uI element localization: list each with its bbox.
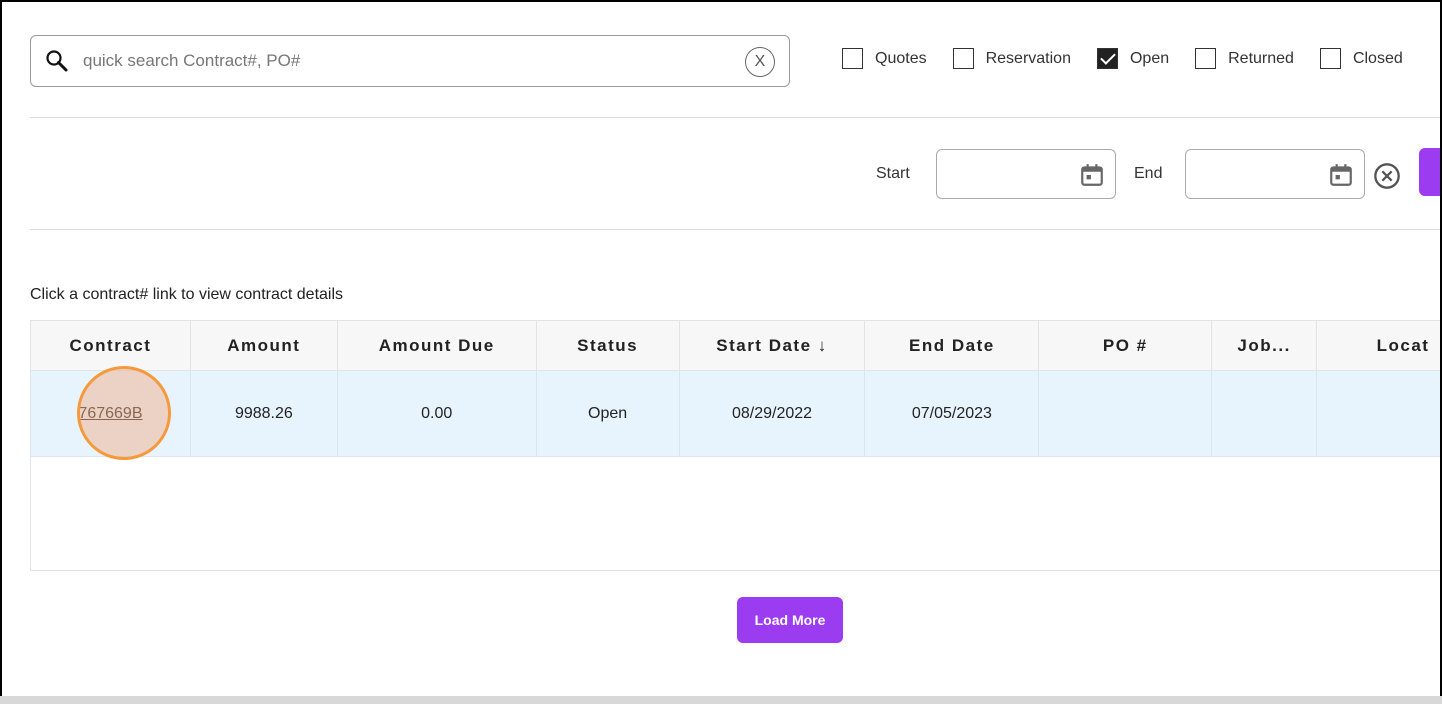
cell-status: Open: [535, 370, 680, 457]
checkbox[interactable]: [1319, 48, 1341, 69]
divider: [30, 229, 1440, 230]
table-empty-area: [30, 457, 1440, 571]
clear-dates-icon[interactable]: [1373, 162, 1401, 195]
col-job[interactable]: Job...: [1211, 320, 1318, 371]
checkbox-checked[interactable]: [1096, 48, 1118, 69]
load-more-button[interactable]: Load More: [737, 597, 843, 643]
contracts-table: Contract Amount Amount Due Status Start …: [30, 320, 1440, 457]
col-amount[interactable]: Amount: [189, 320, 338, 371]
end-date-input[interactable]: [1185, 149, 1365, 199]
checkbox[interactable]: [842, 48, 863, 69]
print-button[interactable]: [1419, 148, 1440, 196]
cell-end-date: 07/05/2023: [864, 370, 1040, 457]
search-input[interactable]: [83, 48, 723, 74]
start-label: Start: [876, 165, 910, 182]
quick-search: X: [30, 35, 790, 87]
clear-search-button[interactable]: X: [745, 47, 775, 77]
checkbox[interactable]: [952, 48, 974, 69]
col-contract[interactable]: Contract: [30, 320, 191, 371]
table-row: 767669B 9988.26 0.00 Open 08/29/2022 07/…: [30, 370, 1440, 457]
click-highlight: [77, 366, 171, 460]
checkbox[interactable]: [1195, 48, 1217, 69]
filter-quotes[interactable]: Quotes: [842, 48, 927, 69]
cell-amount-due: 0.00: [336, 370, 537, 457]
col-end-date[interactable]: End Date: [864, 320, 1040, 371]
end-label: End: [1134, 165, 1163, 182]
cell-po: [1038, 370, 1213, 457]
status-filters: Quotes Reservation Open Returned Closed: [842, 48, 1429, 69]
cell-amount: 9988.26: [189, 370, 338, 457]
col-po[interactable]: PO #: [1038, 320, 1213, 371]
filter-closed[interactable]: Closed: [1319, 48, 1403, 69]
col-location[interactable]: Locat: [1316, 320, 1440, 371]
cell-location: [1316, 370, 1440, 457]
start-date-input[interactable]: [936, 149, 1116, 199]
filter-label: Reservation: [985, 49, 1071, 67]
filter-label: Closed: [1352, 49, 1403, 67]
filter-open[interactable]: Open: [1096, 48, 1170, 69]
divider: [30, 117, 1440, 118]
filter-returned[interactable]: Returned: [1195, 48, 1294, 69]
calendar-icon[interactable]: [1079, 162, 1105, 193]
scrollbar-track[interactable]: [0, 696, 1442, 704]
search-icon: [45, 49, 69, 78]
filter-label: Quotes: [875, 49, 927, 67]
col-start-date[interactable]: Start Date ↓: [678, 320, 866, 371]
cell-job: [1211, 370, 1318, 457]
filter-reservation[interactable]: Reservation: [952, 48, 1071, 69]
calendar-icon[interactable]: [1328, 162, 1354, 193]
cell-start-date: 08/29/2022: [678, 370, 866, 457]
col-amount-due[interactable]: Amount Due: [336, 320, 537, 371]
table-header: Contract Amount Amount Due Status Start …: [30, 320, 1440, 371]
filter-label: Open: [1129, 49, 1170, 67]
filter-label: Returned: [1228, 49, 1294, 67]
hint-text: Click a contract# link to view contract …: [30, 286, 344, 303]
col-status[interactable]: Status: [535, 320, 680, 371]
